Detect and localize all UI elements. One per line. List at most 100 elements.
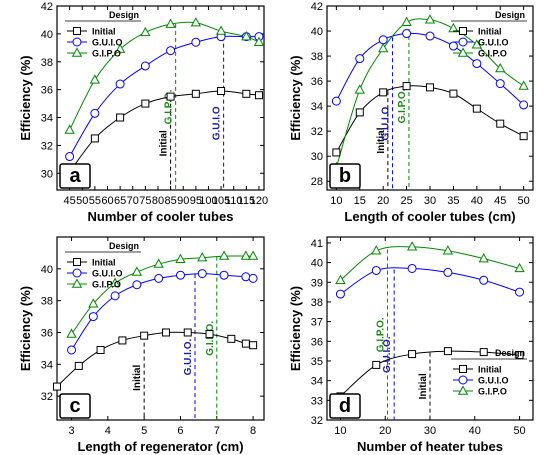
data-point-initial bbox=[402, 82, 411, 91]
data-point-gipo bbox=[66, 328, 77, 338]
y-tick-label: 30 bbox=[311, 151, 323, 163]
legend-label-gipo: G.I.P.O bbox=[478, 387, 507, 397]
data-point-initial bbox=[472, 104, 481, 113]
x-tick-label: 20 bbox=[379, 425, 391, 437]
data-point-gipo bbox=[131, 266, 143, 276]
data-point-initial bbox=[241, 339, 250, 348]
legend-label-initial: Initial bbox=[478, 27, 502, 37]
panel-letter-c: c bbox=[69, 395, 80, 417]
data-point-guio bbox=[335, 289, 345, 299]
data-point-gipo bbox=[253, 36, 265, 46]
legend-label-guio: G.U.I.O bbox=[92, 269, 123, 279]
data-point-gipo bbox=[424, 14, 436, 24]
y-axis-label: Efficiency (%) bbox=[288, 286, 303, 371]
data-point-initial bbox=[242, 89, 251, 98]
data-point-initial bbox=[116, 113, 125, 122]
panel-b: 10 15 20 25 30 35 40 45 50 28 30 32 34 36 38 40 42 Length… bbox=[288, 1, 534, 224]
x-tick-label: 35 bbox=[447, 195, 459, 207]
legend-title: Design bbox=[495, 10, 525, 20]
data-point-guio bbox=[175, 270, 185, 280]
y-tick-label: 35 bbox=[311, 356, 323, 368]
data-point-gipo bbox=[448, 22, 459, 33]
x-tick-label: 5 bbox=[141, 425, 147, 437]
legend-label-guio: G.U.I.O bbox=[478, 376, 509, 386]
legend-label-gipo: G.I.P.O bbox=[478, 49, 507, 59]
x-tick-label: 55 bbox=[89, 195, 101, 207]
data-point-guio bbox=[425, 31, 435, 41]
data-point-guio bbox=[191, 37, 201, 47]
x-tick-label: 20 bbox=[377, 195, 389, 207]
data-point-guio bbox=[519, 100, 529, 110]
data-point-initial bbox=[254, 91, 263, 100]
x-axis-label: Length of cooler tubes (cm) bbox=[344, 209, 515, 224]
data-point-initial bbox=[166, 92, 175, 101]
y-axis-label: Efficiency (%) bbox=[18, 286, 33, 371]
legend-label-initial: Initial bbox=[92, 258, 116, 268]
data-point-initial bbox=[355, 108, 364, 117]
data-point-gipo bbox=[153, 258, 164, 268]
y-tick-label: 37 bbox=[311, 317, 323, 329]
x-tick-label: 40 bbox=[469, 425, 481, 437]
data-point-guio bbox=[331, 96, 341, 106]
x-tick-label: 85 bbox=[164, 195, 176, 207]
data-point-initial bbox=[205, 330, 214, 339]
vline-label-gipo: G.I.P.O. bbox=[205, 321, 216, 356]
panel-letter-box-d bbox=[329, 393, 361, 419]
y-tick-label: 34 bbox=[311, 376, 323, 388]
y-axis-label: Efficiency (%) bbox=[288, 55, 303, 140]
x-tick-label: 65 bbox=[114, 195, 126, 207]
data-point-gipo bbox=[114, 43, 126, 53]
data-point-gipo bbox=[109, 277, 121, 287]
series-line-guio bbox=[340, 267, 520, 295]
data-point-gipo bbox=[240, 250, 251, 260]
data-point-initial bbox=[426, 83, 434, 92]
data-point-guio bbox=[197, 269, 207, 279]
data-point-gipo bbox=[190, 17, 201, 27]
x-tick-label: 15 bbox=[354, 195, 366, 207]
data-point-initial bbox=[217, 87, 226, 96]
y-tick-label: 36 bbox=[41, 85, 53, 97]
vline-label-initial: Initial bbox=[376, 127, 387, 153]
y-tick-label: 38 bbox=[41, 57, 53, 69]
legend-marker-initial bbox=[73, 27, 81, 35]
y-tick-label: 34 bbox=[41, 359, 53, 371]
series-line-initial bbox=[57, 331, 254, 387]
series-line-initial bbox=[335, 85, 524, 153]
y-tick-label: 39 bbox=[311, 277, 323, 289]
legend-label-gipo: G.I.P.O bbox=[92, 49, 121, 59]
y-tick-label: 42 bbox=[41, 1, 53, 13]
y-tick-label: 32 bbox=[41, 391, 53, 403]
y-tick-label: 36 bbox=[41, 327, 53, 339]
x-axis-label: Number of cooler tubes bbox=[88, 209, 234, 224]
data-point-guio bbox=[402, 29, 412, 39]
data-point-gipo bbox=[495, 62, 506, 73]
y-tick-label: 40 bbox=[311, 258, 323, 270]
data-point-gipo bbox=[401, 16, 412, 26]
panel-a-frame bbox=[56, 5, 265, 191]
data-point-initial bbox=[53, 382, 61, 391]
data-point-initial bbox=[141, 99, 150, 108]
data-point-initial bbox=[74, 361, 83, 370]
data-point-gipo bbox=[140, 26, 151, 37]
x-tick-label: 50 bbox=[518, 195, 530, 207]
data-point-gipo bbox=[215, 25, 227, 35]
data-point-guio bbox=[407, 263, 417, 273]
x-tick-label: 90 bbox=[177, 195, 189, 207]
data-point-guio bbox=[448, 41, 458, 51]
data-point-guio bbox=[443, 267, 453, 277]
y-tick-label: 40 bbox=[41, 29, 53, 41]
vline-label-guio: G.U.I.O bbox=[212, 106, 223, 140]
data-point-guio bbox=[166, 46, 176, 56]
data-point-initial bbox=[379, 88, 388, 97]
x-tick-label: 45 bbox=[494, 195, 506, 207]
data-point-initial bbox=[449, 89, 458, 98]
y-tick-label: 30 bbox=[41, 168, 53, 180]
data-point-gipo bbox=[371, 245, 382, 255]
panel-d: 10 20 30 40 50 32 33 34 35 36 37 38 39 40 41 Number of … bbox=[288, 236, 534, 454]
data-point-gipo bbox=[442, 245, 454, 255]
data-point-gipo bbox=[241, 31, 252, 41]
data-point-gipo bbox=[247, 250, 259, 260]
